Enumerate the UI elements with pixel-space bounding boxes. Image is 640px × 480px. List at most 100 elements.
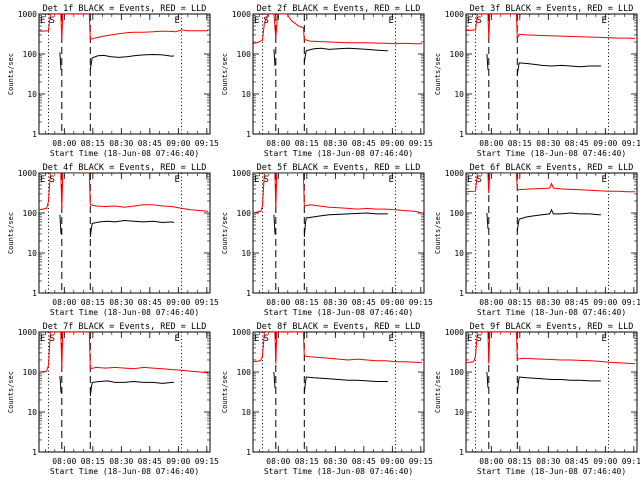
events-series-line: [59, 214, 62, 234]
y-tick-label: 1: [459, 448, 464, 457]
y-tick-label: 1: [32, 130, 37, 139]
y-tick-label: 1: [32, 448, 37, 457]
x-tick-label: 09:00: [380, 139, 404, 148]
detector-panel-4: Det 4f BLACK = Events, RED = LLD 1 10 100 10…: [7, 163, 219, 317]
x-tick-label: 09:00: [166, 457, 190, 466]
x-axis-label: Start Time (18-Jun-08 07:46:40): [477, 149, 626, 158]
detector-panel-3: Det 3f BLACK = Events, RED = LLD 1 10 100 10…: [434, 4, 640, 158]
event-marker-e-left: E: [467, 16, 472, 26]
events-series-line: [89, 53, 175, 70]
x-tick-label: 08:45: [352, 457, 376, 466]
y-tick-label: 100: [237, 368, 252, 377]
event-marker-e-right: E: [389, 16, 394, 26]
x-tick-label: 08:15: [295, 457, 319, 466]
event-marker-s: S: [264, 334, 269, 344]
y-tick-label: 100: [450, 209, 465, 218]
event-marker-e-left: E: [254, 16, 259, 26]
x-tick-label: 08:30: [109, 457, 133, 466]
x-tick-label: 09:15: [622, 139, 640, 148]
events-series-line: [486, 212, 489, 229]
detector-panel-2: Det 2f BLACK = Events, RED = LLD 1 10 100 10…: [221, 4, 433, 158]
event-marker-e-right: E: [602, 334, 607, 344]
events-series-line: [516, 376, 601, 393]
x-tick-label: 08:00: [479, 457, 503, 466]
y-tick-label: 100: [237, 50, 252, 59]
plot-frame: [38, 172, 211, 294]
x-axis-label: Start Time (18-Jun-08 07:46:40): [264, 467, 413, 476]
lld-series-line: [253, 332, 423, 364]
x-tick-label: 08:00: [52, 139, 76, 148]
panel-title: Det 3f BLACK = Events, RED = LLD: [470, 4, 634, 14]
x-tick-label: 08:45: [565, 298, 589, 307]
x-tick-label: 08:30: [109, 139, 133, 148]
events-series-line: [273, 371, 276, 388]
y-tick-label: 1000: [232, 328, 251, 337]
y-tick-label: 10: [241, 408, 251, 417]
y-tick-label: 1000: [232, 10, 251, 19]
y-axis-label: Counts/sec: [434, 371, 442, 413]
y-tick-label: 10: [454, 249, 464, 258]
x-axis-label: Start Time (18-Jun-08 07:46:40): [477, 308, 626, 317]
x-tick-label: 09:00: [380, 298, 404, 307]
x-tick-label: 08:45: [352, 139, 376, 148]
events-series-line: [59, 52, 62, 70]
event-marker-s: S: [264, 175, 269, 185]
event-marker-e-right: E: [175, 175, 180, 185]
y-axis-label: Counts/sec: [7, 371, 15, 413]
detector-panel-1: Det 1f BLACK = Events, RED = LLD 1 10 100 10…: [7, 4, 219, 158]
x-tick-label: 09:15: [195, 298, 219, 307]
detector-panel-9: Det 9f BLACK = Events, RED = LLD 1 10 100 10…: [434, 322, 640, 476]
y-tick-label: 1: [246, 130, 251, 139]
lld-series-line: [253, 173, 423, 214]
event-marker-e-left: E: [254, 334, 259, 344]
x-tick-label: 08:30: [536, 298, 560, 307]
events-series-line: [486, 53, 489, 70]
lld-series-line: [39, 173, 209, 212]
x-tick-label: 08:45: [565, 139, 589, 148]
event-marker-e-right: E: [389, 334, 394, 344]
y-tick-label: 1000: [18, 328, 37, 337]
x-tick-label: 08:30: [536, 457, 560, 466]
y-tick-label: 10: [27, 90, 37, 99]
x-tick-label: 08:30: [323, 457, 347, 466]
event-marker-e-right: E: [389, 175, 394, 185]
detector-panel-7: Det 7f BLACK = Events, RED = LLD 1 10 100 10…: [7, 322, 219, 476]
x-tick-label: 08:15: [508, 457, 532, 466]
detector-panel-5: Det 5f BLACK = Events, RED = LLD 1 10 100 10…: [221, 163, 433, 317]
y-tick-label: 100: [450, 50, 465, 59]
x-tick-label: 09:00: [593, 139, 617, 148]
event-marker-e-right: E: [602, 16, 607, 26]
event-marker-s: S: [50, 16, 55, 26]
event-marker-s: S: [477, 334, 482, 344]
x-tick-label: 08:45: [352, 298, 376, 307]
y-tick-label: 1000: [445, 169, 464, 178]
y-tick-label: 100: [23, 50, 38, 59]
x-tick-label: 08:15: [508, 298, 532, 307]
x-tick-label: 09:00: [166, 139, 190, 148]
x-tick-label: 08:30: [536, 139, 560, 148]
events-series-line: [59, 375, 62, 393]
y-tick-label: 1000: [445, 328, 464, 337]
x-tick-label: 08:15: [295, 139, 319, 148]
lld-series-line: [466, 14, 636, 39]
lld-series-line: [39, 14, 209, 41]
x-tick-label: 08:00: [52, 457, 76, 466]
y-axis-label: Counts/sec: [7, 53, 15, 95]
plot-frame: [38, 13, 211, 135]
x-tick-label: 09:15: [195, 457, 219, 466]
panel-title: Det 2f BLACK = Events, RED = LLD: [257, 4, 421, 14]
x-tick-label: 08:00: [479, 298, 503, 307]
y-tick-label: 1000: [18, 169, 37, 178]
events-series-line: [89, 219, 175, 238]
plot-frame: [252, 13, 425, 135]
event-marker-s: S: [477, 16, 482, 26]
x-tick-label: 09:00: [380, 457, 404, 466]
x-axis-label: Start Time (18-Jun-08 07:46:40): [50, 467, 199, 476]
panel-title: Det 5f BLACK = Events, RED = LLD: [257, 163, 421, 173]
y-tick-label: 1000: [232, 169, 251, 178]
x-axis-label: Start Time (18-Jun-08 07:46:40): [264, 308, 413, 317]
x-tick-label: 08:00: [266, 139, 290, 148]
x-axis-label: Start Time (18-Jun-08 07:46:40): [477, 467, 626, 476]
events-series-line: [273, 214, 276, 234]
panel-title: Det 7f BLACK = Events, RED = LLD: [43, 322, 207, 332]
